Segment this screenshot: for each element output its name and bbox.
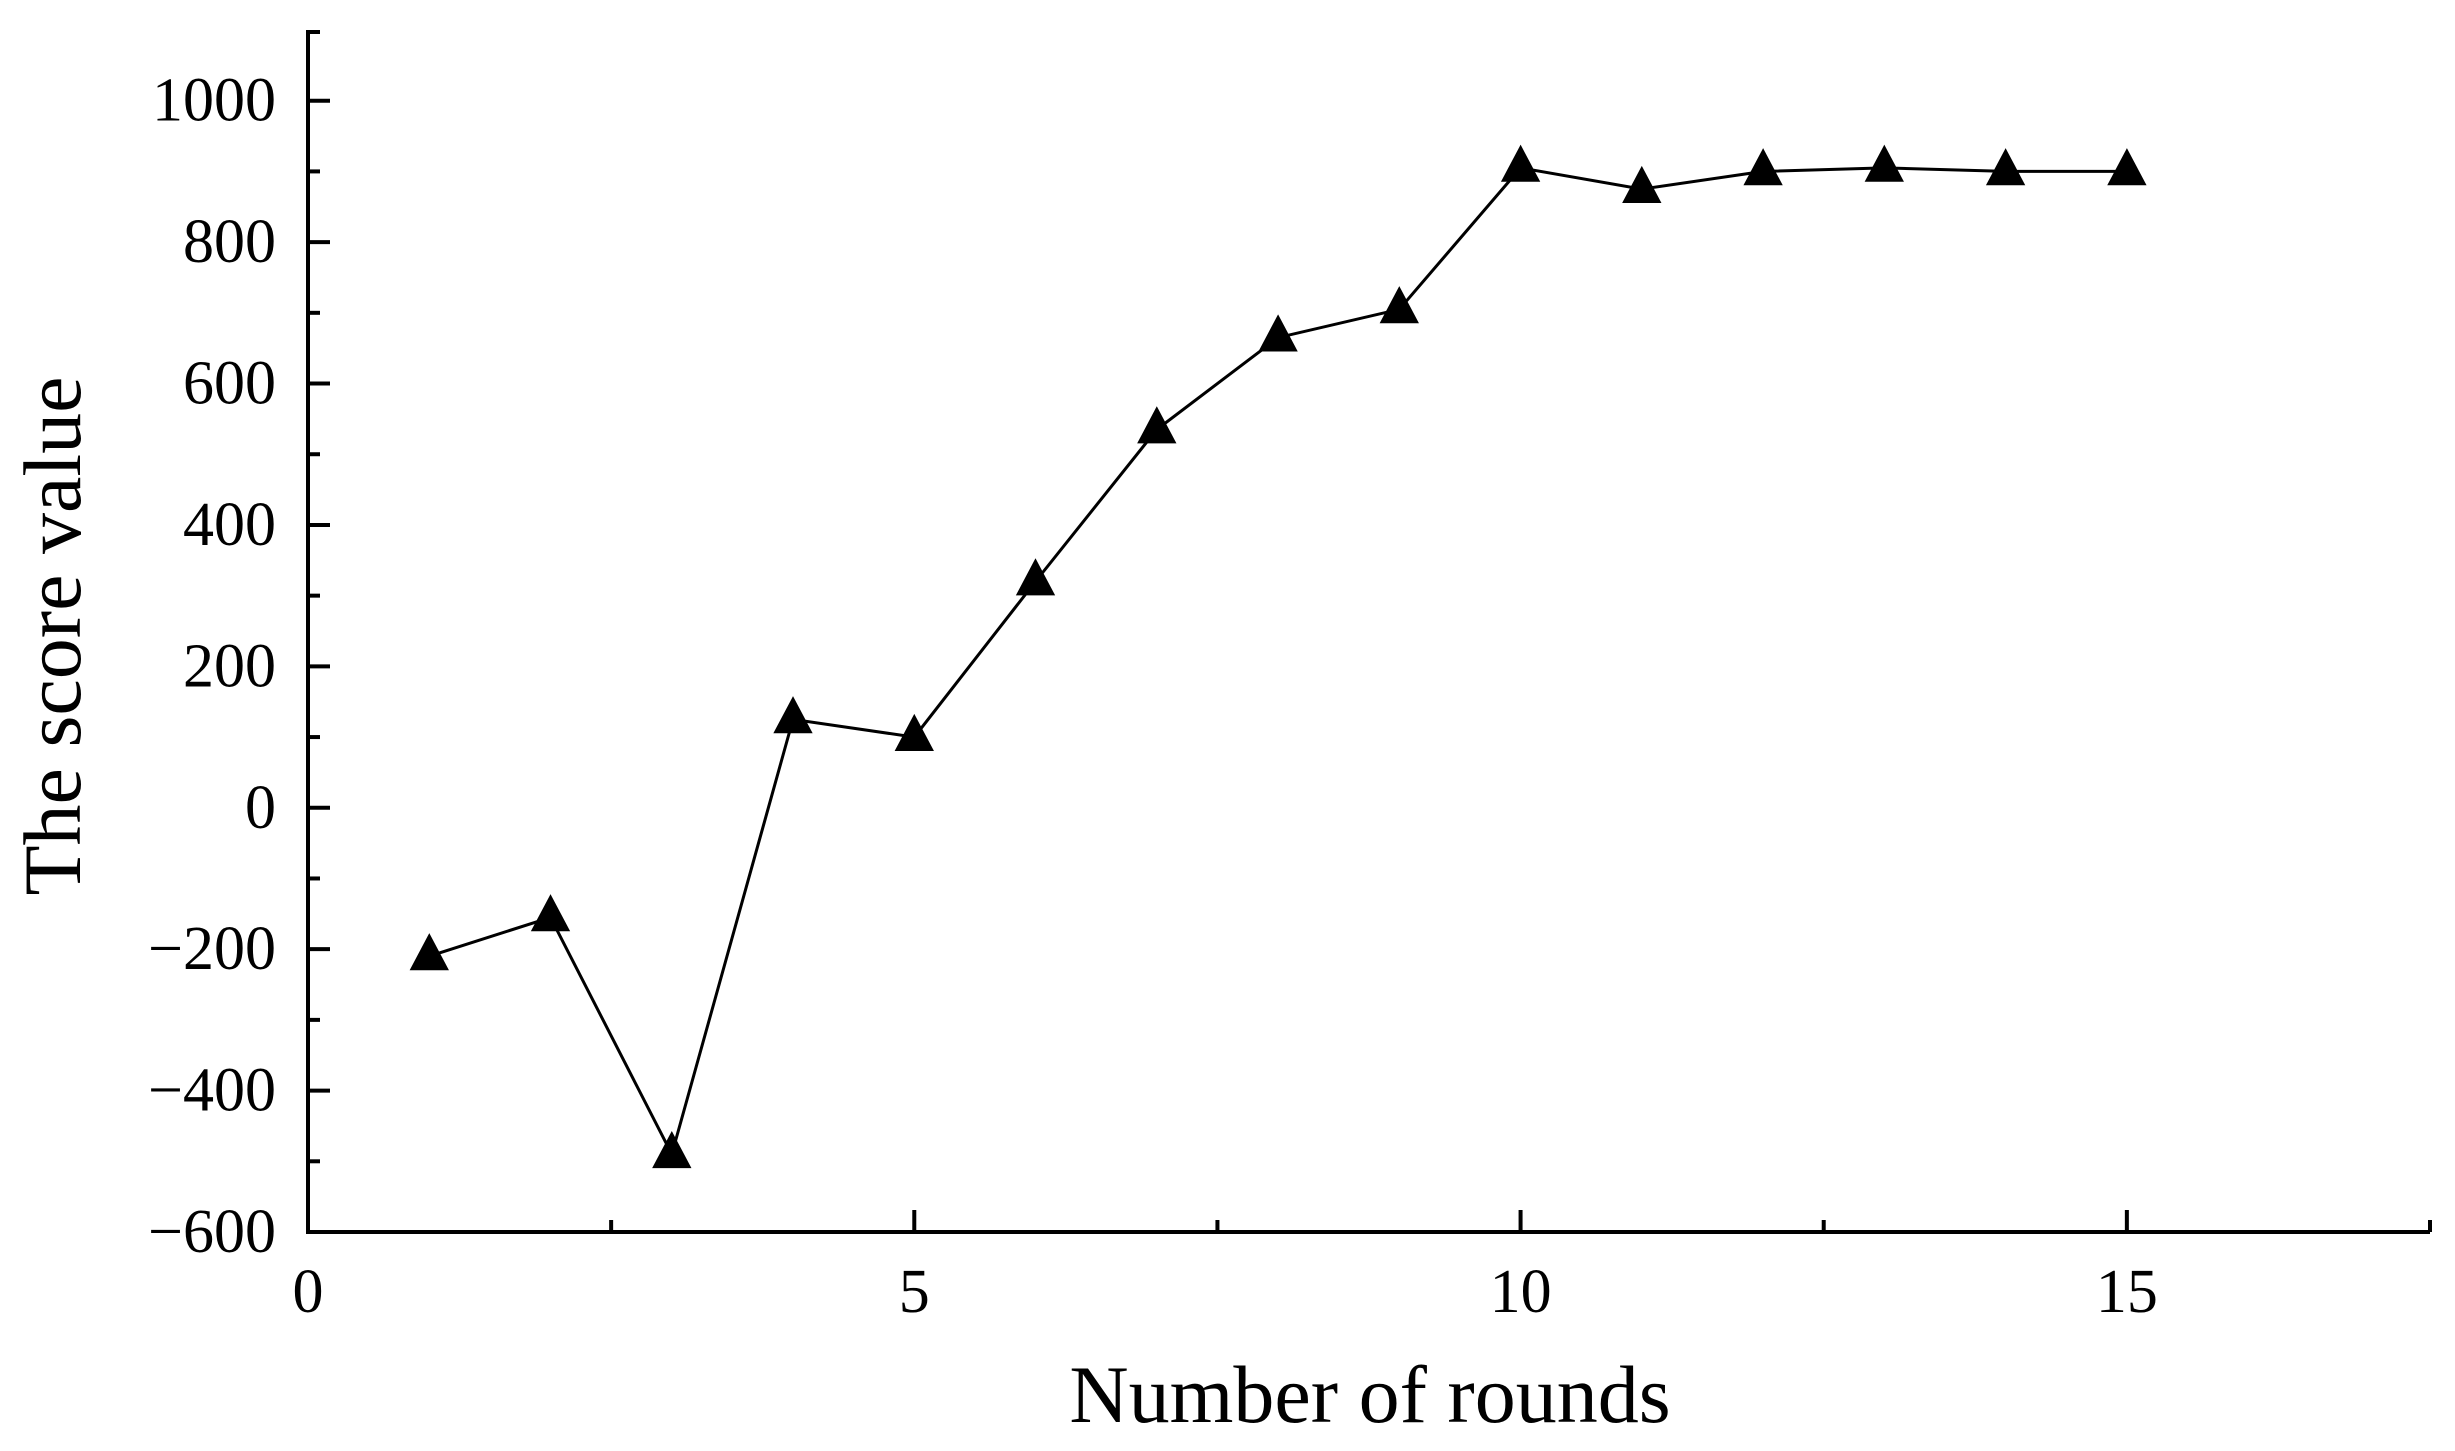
data-point-marker <box>2107 148 2147 186</box>
data-point-marker <box>1015 558 1056 596</box>
data-point-marker <box>1379 286 1419 324</box>
y-tick-label: 800 <box>183 208 276 276</box>
y-tick-label: −600 <box>148 1198 276 1266</box>
x-tick-label: 15 <box>2096 1258 2158 1326</box>
data-point-marker <box>1743 148 1783 186</box>
data-point-marker <box>1622 165 1662 203</box>
data-point-marker <box>1258 314 1298 352</box>
data-point-marker <box>652 1130 692 1169</box>
data-point-marker <box>409 933 449 971</box>
data-point-marker <box>1864 144 1904 182</box>
y-axis-title: The score value <box>7 376 98 895</box>
y-tick-label: 1000 <box>152 67 276 135</box>
x-tick-label: 10 <box>1490 1258 1552 1326</box>
x-axis-title: Number of rounds <box>1069 1349 1670 1440</box>
x-tick-label: 0 <box>293 1258 324 1326</box>
data-point-marker <box>894 713 934 751</box>
y-tick-label: 400 <box>183 491 276 559</box>
x-axis-ticks: 0 5 10 15 <box>293 1210 2432 1326</box>
data-point-marker <box>1137 406 1177 444</box>
data-point-marker <box>773 696 813 734</box>
y-axis-ticks: −600 −400 −200 0 200 400 600 800 1000 <box>148 30 330 1266</box>
y-tick-label: −200 <box>148 915 276 983</box>
y-tick-label: 600 <box>183 350 276 418</box>
marker-layer <box>409 144 2147 1169</box>
data-point-marker <box>530 894 571 932</box>
data-point-marker <box>1500 144 1541 182</box>
chart-axes <box>306 30 2430 1234</box>
data-point-marker <box>1985 148 2026 186</box>
x-tick-label: 5 <box>899 1258 930 1326</box>
y-tick-label: −400 <box>148 1057 276 1125</box>
y-tick-label: 0 <box>245 774 276 842</box>
y-tick-label: 200 <box>183 632 276 700</box>
